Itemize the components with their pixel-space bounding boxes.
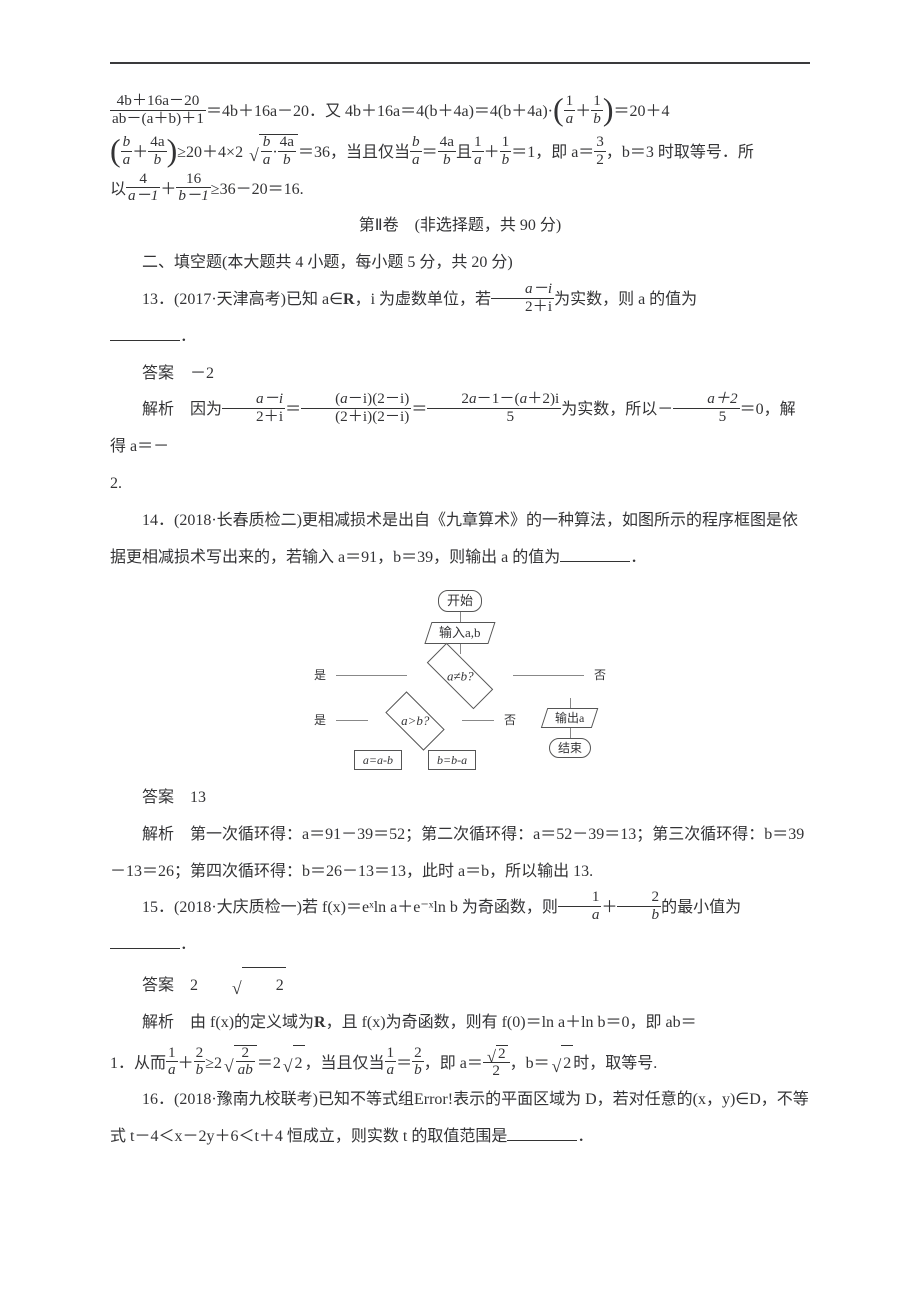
fc-no-label: 否 (590, 668, 610, 682)
flowchart: 开始 输入a,b 是 a≠b? 否 是 a>b? 否 a=a-b (310, 590, 610, 770)
q14-answer: 答案 13 (110, 780, 810, 817)
sqrt: ba·4ab (247, 131, 298, 172)
answer-blank (560, 545, 630, 562)
answer-blank (110, 324, 180, 341)
document-page: 4b＋16a－20ab－(a＋b)＋1＝4b＋16a－20．又 4b＋16a＝4… (0, 0, 920, 1302)
text: ＝4b＋16a－20．又 4b＋16a＝4(b＋4a)＝4(b＋4a)· (206, 103, 553, 120)
q13-explanation: 解析 因为a－i2＋i＝(a－i)(2－i)(2＋i)(2－i)＝2a－1－(a… (110, 392, 810, 466)
intro-line-3: 以4a－1＋16b－1≥36－20＝16. (110, 172, 810, 209)
q13-stem: 13．(2017·天津高考)已知 a∈R，i 为虚数单位，若a－i2＋i为实数，… (110, 282, 810, 319)
q15-answer: 答案 22 (110, 964, 810, 1005)
q13-tail: 2. (110, 466, 810, 503)
q13-answer: 答案 －2 (110, 356, 810, 393)
q14-explanation: 解析 第一次循环得：a＝91－39＝52；第二次循环得：a＝52－39＝13；第… (110, 817, 810, 891)
paren: ( (553, 91, 564, 127)
q13-blank-line: ． (110, 319, 810, 356)
q15-explanation-1: 解析 由 f(x)的定义域为R，且 f(x)为奇函数，则有 f(0)＝ln a＋… (110, 1005, 810, 1042)
answer-blank (110, 932, 180, 949)
fc-input: 输入a,b (425, 622, 496, 644)
section-heading: 第Ⅱ卷 (非选择题，共 90 分) (110, 208, 810, 245)
fc-end: 结束 (549, 738, 591, 758)
text: ＝20＋4 (614, 103, 670, 120)
fc-assign-1: a=a-b (354, 750, 402, 770)
q16-stem: 16．(2018·豫南九校联考)已知不等式组Error!表示的平面区域为 D，若… (110, 1082, 810, 1156)
answer-blank (507, 1124, 577, 1141)
intro-line-1: 4b＋16a－20ab－(a＋b)＋1＝4b＋16a－20．又 4b＋16a＝4… (110, 94, 810, 131)
fc-output: 输出a (541, 708, 599, 728)
fc-start: 开始 (438, 590, 482, 612)
frac-den: ab－(a＋b)＋1 (110, 110, 206, 128)
q15-explanation-2: 1．从而1a＋2b≥22ab＝22，当且仅当1a＝2b，即 a＝22，b＝2时，… (110, 1042, 810, 1083)
frac-num: 4b＋16a－20 (110, 93, 206, 110)
q14-stem: 14．(2018·长春质检二)更相减损术是出自《九章算术》的一种算法，如图所示的… (110, 503, 810, 577)
fc-cond-2: a>b? (385, 691, 444, 750)
intro-math: 4b＋16a－20ab－(a＋b)＋1＝4b＋16a－20．又 4b＋16a＝4… (110, 94, 810, 208)
paren: ) (603, 91, 614, 127)
q15-stem: 15．(2018·大庆质检一)若 f(x)＝eˣln a＋e⁻ˣln b 为奇函… (110, 890, 810, 927)
section-subheading: 二、填空题(本大题共 4 小题，每小题 5 分，共 20 分) (110, 245, 810, 282)
error-text: Error! (414, 1091, 453, 1108)
top-rule (110, 62, 810, 64)
fc-yes-label: 是 (310, 668, 330, 682)
q15-blank-line: ． (110, 927, 810, 964)
intro-line-2: (ba＋4ab)≥20＋4×2 ba·4ab＝36，当且仅当ba＝4ab且1a＋… (110, 131, 810, 172)
fc-assign-2: b=b-a (428, 750, 476, 770)
